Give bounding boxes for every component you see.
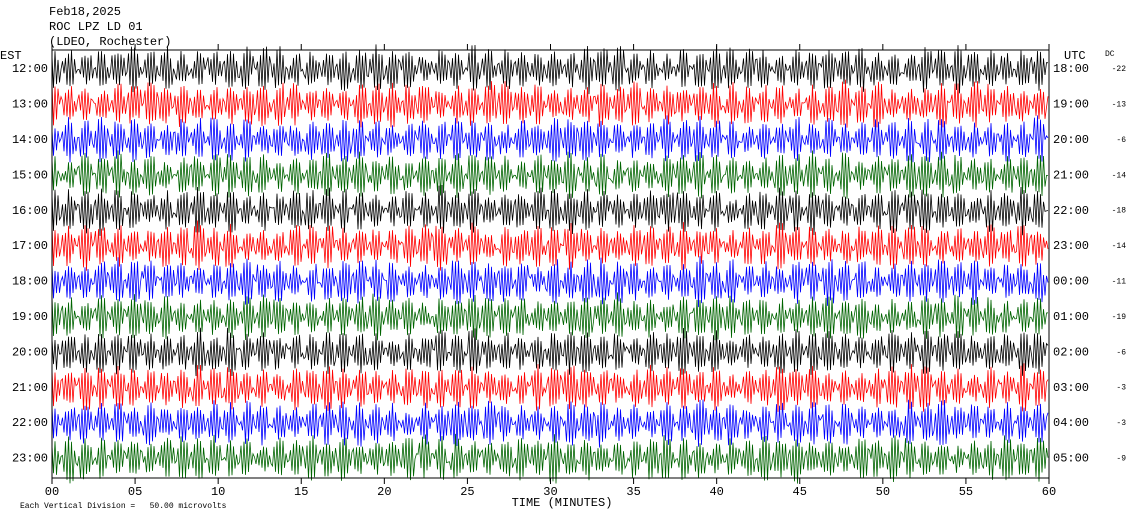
traces	[51, 44, 1049, 484]
est-label: 21:00	[12, 381, 48, 395]
est-label: 20:00	[12, 345, 48, 359]
est-label: 19:00	[12, 310, 48, 324]
trace	[51, 220, 1049, 271]
dc-value: -3	[1116, 384, 1126, 393]
x-tick-label: 00	[45, 485, 59, 499]
x-tick-label: 15	[294, 485, 308, 499]
dc-value: -6	[1116, 348, 1126, 357]
trace	[51, 79, 1049, 128]
trace	[51, 150, 1049, 199]
est-label: 17:00	[12, 239, 48, 253]
x-tick-label: 60	[1042, 485, 1056, 499]
x-tick-label: 40	[709, 485, 723, 499]
x-tick-label: 20	[377, 485, 391, 499]
utc-label: 18:00	[1053, 62, 1089, 76]
dc-value: -22	[1112, 65, 1127, 74]
x-tick-label: 30	[543, 485, 557, 499]
utc-label: 23:00	[1053, 239, 1089, 253]
dc-value: -14	[1112, 242, 1127, 251]
utc-label: 03:00	[1053, 381, 1089, 395]
utc-label: 21:00	[1053, 168, 1089, 182]
est-label: 13:00	[12, 98, 48, 112]
x-axis-label: TIME (MINUTES)	[512, 496, 613, 510]
utc-label: 22:00	[1053, 204, 1089, 218]
dc-value: -9	[1116, 455, 1126, 464]
utc-label: 01:00	[1053, 310, 1089, 324]
dc-value: -11	[1112, 278, 1127, 287]
left-axis-label: EST	[0, 49, 22, 63]
est-label: 16:00	[12, 204, 48, 218]
trace	[51, 115, 1049, 163]
utc-label: 04:00	[1053, 416, 1089, 430]
trace	[51, 399, 1049, 448]
utc-label: 02:00	[1053, 345, 1089, 359]
utc-label: 05:00	[1053, 452, 1089, 466]
x-tick-label: 50	[876, 485, 890, 499]
trace	[51, 184, 1049, 236]
trace	[51, 327, 1049, 377]
title-line: ROC LPZ LD 01	[49, 20, 143, 34]
est-label: 12:00	[12, 62, 48, 76]
dc-value: -19	[1112, 313, 1127, 322]
title-line: (LDEO, Rochester)	[49, 35, 171, 49]
x-tick-label: 10	[211, 485, 225, 499]
dc-value: -6	[1116, 136, 1126, 145]
dc-label: DC	[1105, 50, 1115, 59]
utc-label: 00:00	[1053, 275, 1089, 289]
x-tick-label: 25	[460, 485, 474, 499]
trace	[51, 363, 1049, 412]
est-label: 18:00	[12, 275, 48, 289]
dc-value: -14	[1112, 171, 1127, 180]
est-label: 23:00	[12, 452, 48, 466]
utc-label: 20:00	[1053, 133, 1089, 147]
trace	[51, 44, 1049, 95]
right-axis-label: UTC	[1064, 49, 1086, 63]
est-label: 14:00	[12, 133, 48, 147]
x-tick-label: 35	[626, 485, 640, 499]
footnote: Each Vertical Division = 50.00 microvolt…	[20, 502, 227, 511]
x-tick-label: 45	[793, 485, 807, 499]
dc-value: -18	[1112, 207, 1127, 216]
dc-value: -13	[1112, 101, 1127, 110]
trace	[51, 256, 1049, 308]
utc-label: 19:00	[1053, 98, 1089, 112]
est-label: 15:00	[12, 168, 48, 182]
trace	[51, 433, 1049, 484]
x-tick-label: 55	[959, 485, 973, 499]
est-label: 22:00	[12, 416, 48, 430]
title-line: Feb18,2025	[49, 5, 121, 19]
x-tick-label: 05	[128, 485, 142, 499]
dc-value: -3	[1116, 419, 1126, 428]
trace	[51, 292, 1049, 341]
